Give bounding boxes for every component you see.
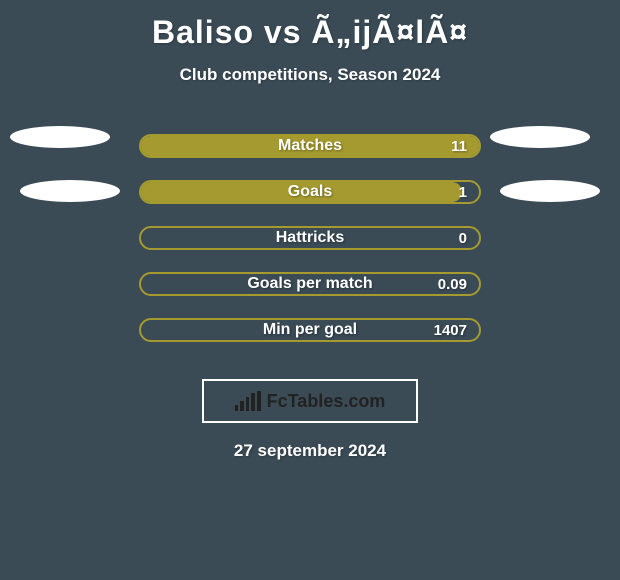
stat-bar-fill xyxy=(141,136,479,156)
stats-rows: Matches11 Goals1 Hattricks0 Goals per match… xyxy=(0,123,620,353)
stat-bar: Goals1 xyxy=(139,180,481,204)
stat-row: Goals per match0.09 xyxy=(0,261,620,307)
brand-text: FcTables.com xyxy=(267,391,386,412)
stat-row: Min per goal1407 xyxy=(0,307,620,353)
stat-value: 0.09 xyxy=(438,274,467,294)
stat-label: Goals per match xyxy=(141,274,479,294)
page-subtitle: Club competitions, Season 2024 xyxy=(0,65,620,85)
stat-bar: Matches11 xyxy=(139,134,481,158)
stat-label: Min per goal xyxy=(141,320,479,340)
stat-bar-fill xyxy=(141,182,462,202)
stat-bar: Min per goal1407 xyxy=(139,318,481,342)
update-date: 27 september 2024 xyxy=(0,441,620,461)
stat-label: Hattricks xyxy=(141,228,479,248)
brand-box: FcTables.com xyxy=(202,379,418,423)
page: Baliso vs Ã„ijÃ¤lÃ¤ Club competitions, S… xyxy=(0,0,620,580)
stat-bar: Goals per match0.09 xyxy=(139,272,481,296)
stat-value: 0 xyxy=(459,228,467,248)
page-title: Baliso vs Ã„ijÃ¤lÃ¤ xyxy=(0,0,620,51)
bar-chart-icon xyxy=(235,391,261,411)
stat-bar: Hattricks0 xyxy=(139,226,481,250)
stat-row: Goals1 xyxy=(0,169,620,215)
stat-value: 1407 xyxy=(434,320,467,340)
stat-row: Hattricks0 xyxy=(0,215,620,261)
stat-row: Matches11 xyxy=(0,123,620,169)
